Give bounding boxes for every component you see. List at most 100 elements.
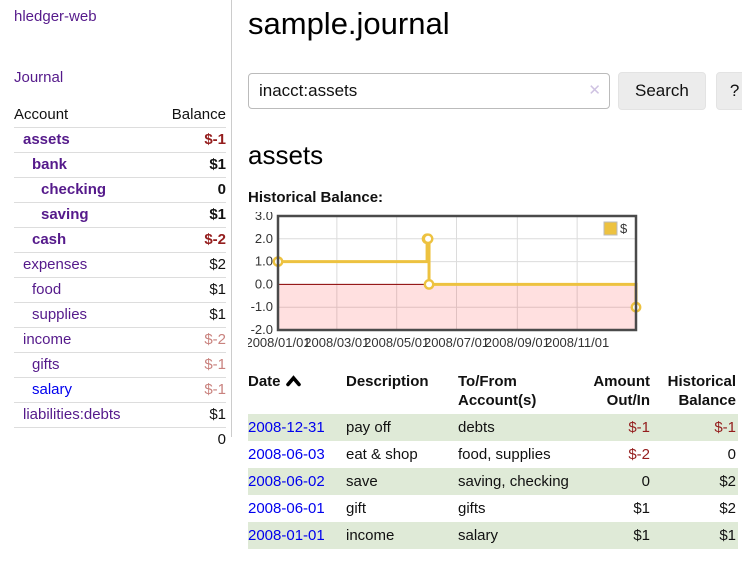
account-balance: $-1 <box>154 127 226 153</box>
transaction-accounts: food, supplies <box>458 446 551 463</box>
main-content: sample.journal ✕ Search ? assets Histori… <box>245 0 742 549</box>
account-balance: $-2 <box>154 327 226 353</box>
transaction-amount: $1 <box>633 500 650 517</box>
transaction-date-link[interactable]: 2008-01-01 <box>248 527 325 544</box>
account-balance: $1 <box>154 152 226 178</box>
transaction-amount: 0 <box>641 473 650 490</box>
register-row: 2008-06-02 save saving, checking 0 $2 <box>248 468 738 495</box>
account-row: cash $-2 <box>14 227 226 253</box>
account-link[interactable]: supplies <box>32 306 88 323</box>
account-heading: assets <box>248 140 324 170</box>
svg-text:0.0: 0.0 <box>255 276 273 291</box>
accounts-total-value: 0 <box>154 427 226 452</box>
historical-balance-chart: $3.0 2.0 1.0 0.0 -1.0 -2.0 2008/01/01 2008/03/0… <box>245 208 738 360</box>
account-link[interactable]: assets <box>23 131 70 148</box>
account-link[interactable]: gifts <box>32 356 60 373</box>
account-balance: $-1 <box>154 377 226 403</box>
account-balance: $1 <box>154 302 226 328</box>
account-link[interactable]: food <box>32 281 62 298</box>
account-row: food $1 <box>14 277 226 303</box>
account-balance: $1 <box>154 402 226 428</box>
account-link[interactable]: expenses <box>23 256 88 273</box>
account-row: checking 0 <box>14 177 226 203</box>
transaction-date-link[interactable]: 2008-06-01 <box>248 500 325 517</box>
sort-by-date-control[interactable]: Date <box>248 373 301 390</box>
accounts-header-row: Account Balance <box>14 104 226 128</box>
account-row: bank $1 <box>14 152 226 178</box>
svg-text:2008/07/01: 2008/07/01 <box>424 335 489 350</box>
account-link[interactable]: income <box>23 331 72 348</box>
account-row: saving $1 <box>14 202 226 228</box>
accounts-total-spacer <box>14 427 155 452</box>
svg-text:-1.0: -1.0 <box>251 299 273 314</box>
account-row: salary $-1 <box>14 377 226 403</box>
search-button[interactable]: Search <box>618 72 706 110</box>
journal-link[interactable]: Journal <box>14 69 64 86</box>
svg-text:3.0: 3.0 <box>255 212 273 223</box>
transaction-amount: $1 <box>633 527 650 544</box>
sort-ascending-icon <box>285 375 301 387</box>
app-title-link[interactable]: hledger-web <box>14 8 97 25</box>
register-row: 2008-12-31 pay off debts $-1 $-1 <box>248 414 738 441</box>
account-link[interactable]: cash <box>32 231 67 248</box>
register-row: 2008-06-01 gift gifts $1 $2 <box>248 495 738 522</box>
transaction-date-link[interactable]: 2008-06-02 <box>248 473 325 490</box>
account-link[interactable]: liabilities:debts <box>23 406 121 423</box>
svg-text:2008/05/01: 2008/05/01 <box>364 335 429 350</box>
account-row: gifts $-1 <box>14 352 226 378</box>
svg-text:1.0: 1.0 <box>255 254 273 269</box>
register-header-description: Description <box>346 373 429 390</box>
account-row: assets $-1 <box>14 127 226 153</box>
accounts-total-row: 0 <box>14 427 226 452</box>
account-balance: 0 <box>154 177 226 203</box>
transaction-balance: 0 <box>727 446 736 463</box>
account-balance: $1 <box>154 277 226 303</box>
clear-search-icon[interactable]: ✕ <box>588 82 601 99</box>
register-header-balance: Historical Balance <box>667 373 736 409</box>
svg-text:2008/09/01: 2008/09/01 <box>485 335 550 350</box>
transaction-description: income <box>346 527 395 544</box>
account-balance: $-2 <box>154 227 226 253</box>
accounts-header-account: Account <box>14 104 155 128</box>
transaction-date-link[interactable]: 2008-06-03 <box>248 446 325 463</box>
svg-text:-2.0: -2.0 <box>251 322 273 337</box>
transaction-balance: $2 <box>719 473 736 490</box>
account-row: supplies $1 <box>14 302 226 328</box>
transaction-description: gift <box>346 500 367 517</box>
transaction-accounts: salary <box>458 527 499 544</box>
transaction-accounts: debts <box>458 419 495 436</box>
svg-text:2008/01/01: 2008/01/01 <box>248 335 311 350</box>
transaction-description: save <box>346 473 378 490</box>
register-header-row: Date Description To/From Account(s) Amou… <box>248 368 738 414</box>
register-table: Date Description To/From Account(s) Amou… <box>248 368 738 549</box>
svg-text:2008/03/01: 2008/03/01 <box>304 335 369 350</box>
search-input[interactable] <box>248 73 610 109</box>
accounts-header-balance: Balance <box>154 104 226 128</box>
register-header-date: Date <box>248 373 281 390</box>
transaction-accounts: gifts <box>458 500 486 517</box>
help-button[interactable]: ? <box>715 72 742 110</box>
account-link[interactable]: bank <box>32 156 68 173</box>
transaction-accounts: saving, checking <box>458 473 569 490</box>
transaction-description: eat & shop <box>346 446 418 463</box>
transaction-description: pay off <box>346 419 391 436</box>
page-title: sample.journal <box>248 6 450 41</box>
account-row: income $-2 <box>14 327 226 353</box>
account-link[interactable]: saving <box>41 206 89 223</box>
transaction-amount: $-1 <box>628 419 650 436</box>
register-row: 2008-06-03 eat & shop food, supplies $-2 0 <box>248 441 738 468</box>
account-link[interactable]: checking <box>41 181 107 198</box>
transaction-balance: $-1 <box>714 419 736 436</box>
account-balance: $1 <box>154 202 226 228</box>
transaction-balance: $1 <box>719 527 736 544</box>
register-header-accounts: To/From Account(s) <box>458 373 537 409</box>
transaction-amount: $-2 <box>628 446 650 463</box>
account-balance: $2 <box>154 252 226 278</box>
transaction-balance: $2 <box>719 500 736 517</box>
account-balance: $-1 <box>154 352 226 378</box>
account-link[interactable]: salary <box>32 381 73 398</box>
account-row: liabilities:debts $1 <box>14 402 226 428</box>
register-header-amount: Amount Out/In <box>593 373 650 409</box>
register-row: 2008-01-01 income salary $1 $1 <box>248 522 738 549</box>
transaction-date-link[interactable]: 2008-12-31 <box>248 419 325 436</box>
